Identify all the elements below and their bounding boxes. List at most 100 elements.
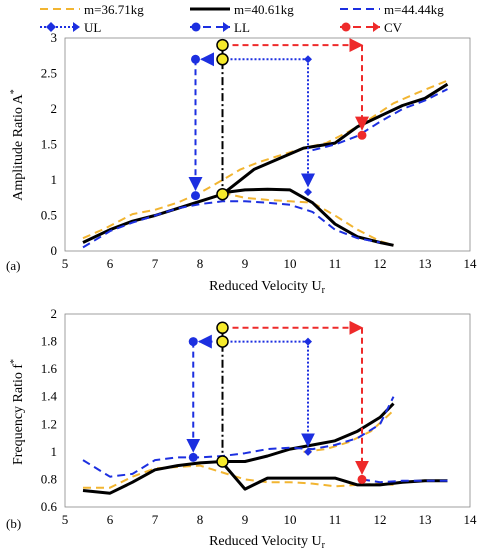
y-axis-label-a-text: Amplitude Ratio A: [11, 93, 26, 200]
legend-label-m1: m=36.71kg: [84, 2, 144, 17]
center-marker: [216, 53, 229, 66]
x-tick-label: 6: [107, 256, 114, 271]
x-tick-label: 11: [329, 512, 342, 527]
legend-label-m3: m=44.44kg: [384, 2, 444, 17]
plot-area-a: [64, 37, 471, 252]
x-tick-label: 8: [197, 512, 204, 527]
markers-b: [186, 320, 369, 484]
x-tick-label: 6: [107, 512, 114, 527]
x-ticks-b: 5 6 7 8 9 10 11 12 13 14: [62, 512, 477, 527]
y-tick-label: 0: [51, 243, 58, 258]
ul-point-marker: [304, 188, 312, 197]
ll-top-marker: [191, 54, 200, 64]
center-marker: [216, 335, 229, 348]
series-line-m1: [82, 79, 448, 240]
x-axis-label-b-text: Reduced Velocity U: [209, 534, 322, 549]
series-line-m1: [222, 191, 394, 247]
y-ticks-a: 0 0.5 1 1.5 2 2.5 3: [41, 30, 57, 258]
legend-label-ll: LL: [234, 20, 250, 35]
x-tick-label: 11: [329, 256, 342, 271]
panel-label-a: (a): [6, 258, 20, 273]
x-tick-label: 13: [419, 512, 432, 527]
legend-item-ul: UL: [40, 20, 101, 35]
x-axis-label-a: Reduced Velocity Ur: [209, 279, 326, 296]
y-tick-label: 1: [51, 172, 58, 187]
x-axis-label-b: Reduced Velocity Ur: [209, 534, 326, 550]
legend-item-m1: m=36.71kg: [40, 2, 144, 17]
arrow-head-icon: [223, 22, 230, 32]
series-b: [82, 396, 448, 495]
series-line-m2: [82, 402, 395, 495]
y-tick-label: 0.8: [41, 471, 57, 486]
x-tick-label: 9: [242, 512, 249, 527]
y-axis-label-b-text: Frequency Ratio f: [11, 364, 26, 465]
x-tick-label: 10: [284, 256, 297, 271]
y-tick-label: 1.8: [41, 334, 57, 349]
legend-item-m3: m=44.44kg: [340, 2, 444, 17]
series-line-m3: [312, 88, 448, 152]
arrow-head-icon: [373, 22, 380, 32]
series-line-m3: [82, 200, 381, 249]
y-ticks-b: 0.6 0.8 1 1.2 1.4 1.6 1.8 2: [41, 306, 58, 514]
legend-item-cv: CV: [340, 20, 403, 35]
x-tick-label: 7: [152, 256, 159, 271]
x-tick-label: 7: [152, 512, 159, 527]
series-line-m2: [221, 461, 448, 491]
series-line-m2: [222, 187, 394, 247]
ll-top-marker: [188, 337, 198, 347]
x-axis-label-a-sub: r: [322, 285, 326, 296]
cv-point-marker: [357, 474, 367, 484]
panel-a: (a) 5 6 7 8 9 10 11 12 13 14 0 0.5 1 1.5 2 2.5 3 Reduce…: [6, 30, 477, 296]
plot-area-b: [64, 313, 471, 508]
y-tick-label: 1.6: [41, 361, 58, 376]
series-line-m1: [303, 409, 395, 453]
arrow-head-icon: [73, 22, 80, 32]
y-tick-label: 1: [51, 444, 58, 459]
y-tick-label: 1.5: [41, 137, 57, 152]
x-axis-label-a-text: Reduced Velocity U: [209, 279, 322, 294]
center-marker: [216, 455, 229, 468]
center-marker: [216, 321, 229, 335]
legend-item-ll: LL: [190, 20, 250, 35]
x-axis-label-b-sub: r: [322, 540, 326, 550]
x-tick-label: 12: [374, 512, 387, 527]
ul-point-marker: [304, 447, 312, 456]
series-line-m3: [361, 478, 448, 484]
x-tick-label: 8: [197, 256, 204, 271]
center-marker: [216, 38, 229, 52]
y-tick-label: 2.5: [41, 66, 57, 81]
x-tick-label: 12: [374, 256, 387, 271]
legend-label-m2: m=40.61kg: [234, 2, 294, 17]
diamond-marker-icon: [46, 22, 56, 32]
y-axis-label-b: Frequency Ratio f*: [9, 359, 26, 465]
series-line-m1: [83, 464, 394, 489]
ul-top-marker: [304, 55, 312, 64]
y-tick-label: 1.2: [41, 416, 57, 431]
y-tick-label: 2: [51, 101, 58, 116]
x-tick-label: 10: [284, 512, 297, 527]
center-marker: [216, 187, 229, 201]
x-ticks-a: 5 6 7 8 9 10 11 12 13 14: [62, 256, 477, 271]
ll-point-marker: [191, 191, 200, 201]
y-tick-label: 3: [51, 30, 58, 45]
y-axis-label-a-sup: *: [9, 89, 20, 94]
x-tick-label: 5: [62, 256, 69, 271]
series-a: [82, 79, 449, 249]
y-tick-label: 0.6: [41, 499, 58, 514]
ll-point-marker: [188, 452, 198, 462]
x-tick-label: 9: [242, 256, 249, 271]
series-line-m3: [82, 396, 395, 478]
markers-a: [188, 38, 369, 201]
circle-marker-icon: [191, 22, 201, 32]
y-axis-label-b-sup: *: [9, 359, 20, 364]
cv-point-marker: [357, 130, 367, 140]
legend-item-m2: m=40.61kg: [190, 2, 294, 17]
y-tick-label: 0.5: [41, 208, 57, 223]
series-line-m2: [82, 82, 449, 244]
y-tick-label: 1.4: [41, 389, 58, 404]
x-tick-label: 13: [419, 256, 432, 271]
circle-marker-icon: [341, 22, 351, 32]
legend-label-cv: CV: [384, 20, 403, 35]
ul-top-marker: [304, 337, 312, 346]
